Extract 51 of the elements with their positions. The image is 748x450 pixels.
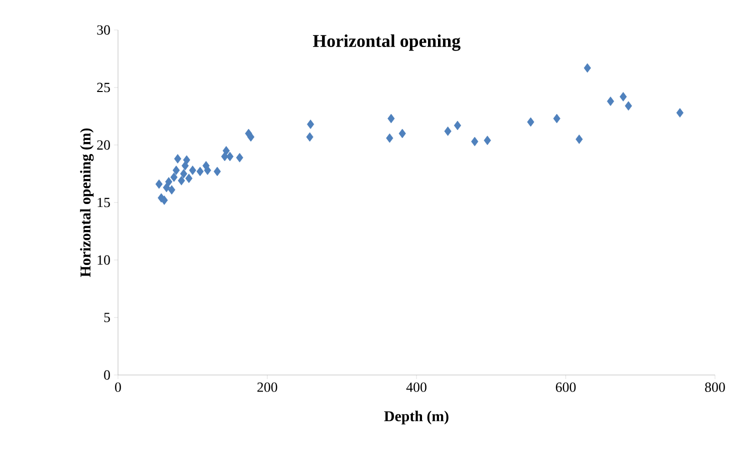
point <box>624 101 632 111</box>
point <box>584 63 591 73</box>
point <box>527 117 534 127</box>
point <box>553 114 560 124</box>
point <box>189 166 196 175</box>
y-axis-title: Horizontal opening (m) <box>80 128 94 277</box>
point <box>196 166 204 176</box>
point <box>155 179 163 189</box>
x-tick-label: 200 <box>257 382 278 392</box>
x-tick-label: 800 <box>705 382 725 392</box>
point <box>226 152 234 162</box>
point <box>165 177 172 186</box>
point <box>306 120 314 129</box>
y-tick-label: 25 <box>97 82 110 92</box>
chart-title: Horizontal opening <box>312 34 460 51</box>
point <box>398 128 406 138</box>
point <box>170 172 178 182</box>
y-tick-label: 20 <box>97 140 110 150</box>
y-tick-label: 10 <box>98 255 110 265</box>
y-tick-label: 5 <box>104 312 110 322</box>
point <box>620 92 627 102</box>
point <box>214 166 221 176</box>
point <box>174 154 182 164</box>
x-tick-label: 0 <box>115 382 121 392</box>
y-tick-label: 0 <box>104 370 110 380</box>
point <box>388 114 395 124</box>
x-tick-label: 600 <box>556 382 576 392</box>
point <box>247 132 254 142</box>
point <box>484 136 491 146</box>
y-tick-label: 30 <box>97 25 110 35</box>
point <box>178 176 186 186</box>
point <box>576 134 583 144</box>
point <box>162 182 170 192</box>
point <box>306 132 314 142</box>
point <box>222 146 230 156</box>
point <box>236 152 244 162</box>
x-axis-title: Depth (m) <box>384 410 448 424</box>
point <box>676 108 684 118</box>
point <box>172 166 180 175</box>
point <box>606 96 614 106</box>
point <box>180 169 188 178</box>
point <box>160 195 168 205</box>
point <box>168 185 176 195</box>
y-tick-label: 15 <box>98 198 110 208</box>
point <box>185 174 192 184</box>
point <box>454 120 462 130</box>
x-tick-label: 400 <box>406 382 426 392</box>
point <box>183 155 190 165</box>
point <box>471 136 478 146</box>
point <box>386 133 394 143</box>
point <box>444 126 452 136</box>
